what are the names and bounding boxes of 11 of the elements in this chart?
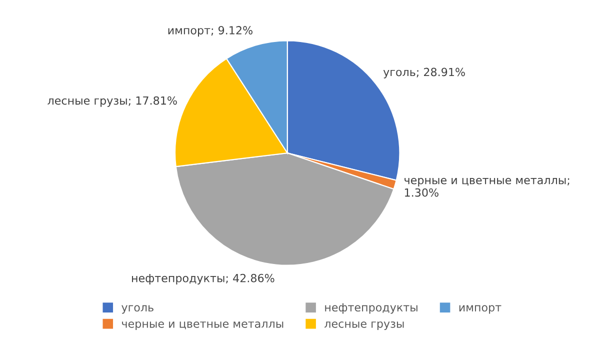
legend-label: нефтепродукты — [325, 303, 418, 314]
category-label: нефтепродукты; 42.86% — [132, 274, 274, 284]
category-label: лесные грузы; 17.81% — [48, 96, 177, 107]
category-label: черные и цветные металлы; — [404, 178, 570, 186]
legend-label: уголь — [122, 305, 154, 314]
legend-label: лесные грузы — [324, 321, 404, 330]
text: 1.30% — [404, 188, 438, 197]
category-label: импорт; 9.12% — [168, 26, 252, 37]
legend-label: импорт — [459, 305, 502, 314]
category-label: уголь; 28.91% — [383, 68, 465, 78]
legend-label: черные и цветные металлы — [122, 321, 284, 330]
